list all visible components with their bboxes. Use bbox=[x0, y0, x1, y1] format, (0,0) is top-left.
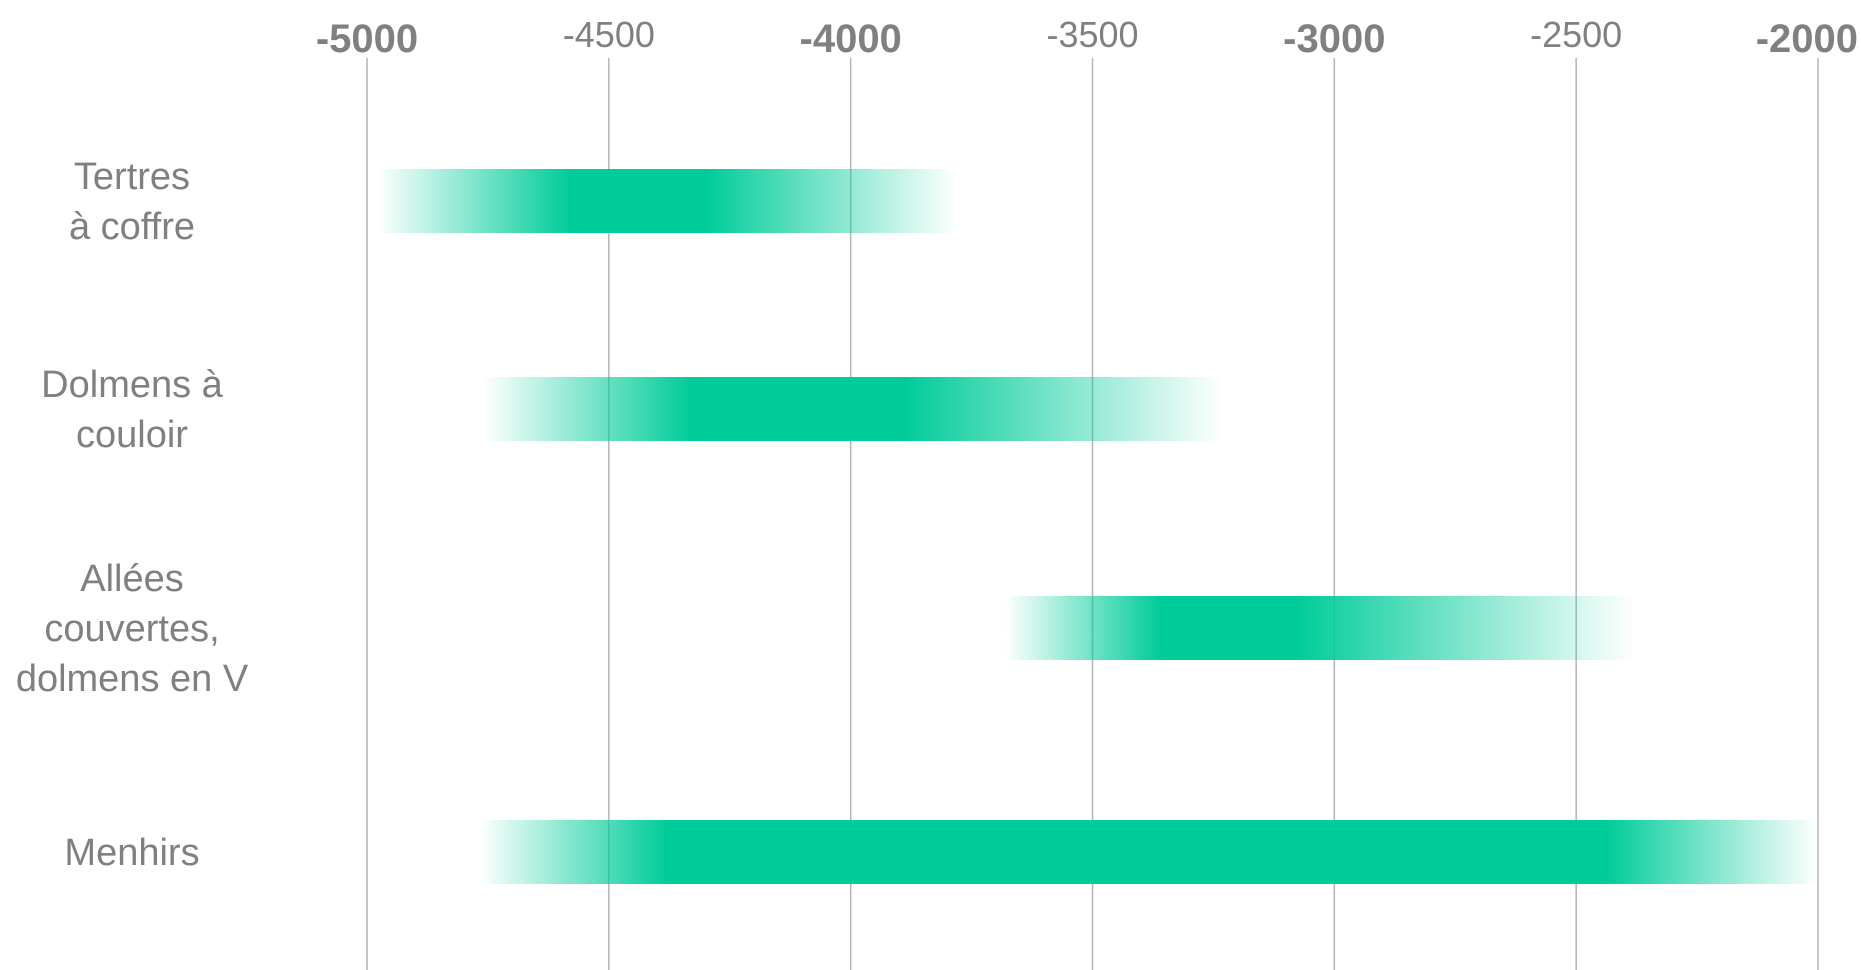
range-bar-fade bbox=[1005, 596, 1635, 660]
row-labels: Tertres à coffre Dolmens à couloir Allées cou… bbox=[16, 156, 249, 874]
range-bar-core bbox=[666, 820, 1606, 884]
range-bar bbox=[376, 169, 958, 233]
range-bar bbox=[483, 377, 1224, 441]
x-tick-label: -3500 bbox=[1046, 14, 1138, 55]
row-label: Allées couvertes, dolmens en V bbox=[16, 558, 249, 700]
x-tick-label: -3000 bbox=[1283, 17, 1385, 61]
row-label: Tertres à coffre bbox=[69, 156, 195, 248]
range-bar-core bbox=[1160, 596, 1296, 660]
range-bar-core bbox=[691, 377, 904, 441]
range-bar-core bbox=[570, 169, 706, 233]
range-bar bbox=[478, 820, 1818, 884]
range-bars bbox=[376, 169, 1818, 884]
x-tick-label: -4000 bbox=[800, 17, 902, 61]
x-tick-label: -2500 bbox=[1530, 14, 1622, 55]
x-tick-label: -4500 bbox=[563, 14, 655, 55]
row-label: Dolmens à couloir bbox=[41, 364, 223, 456]
x-axis-tick-labels: -5000 -4500 -4000 -3500 -3000 -2500 -2000 bbox=[316, 14, 1858, 61]
row-label: Menhirs bbox=[64, 832, 199, 874]
x-tick-label: -2000 bbox=[1756, 17, 1858, 61]
range-bar bbox=[1005, 596, 1635, 660]
x-tick-label: -5000 bbox=[316, 17, 418, 61]
